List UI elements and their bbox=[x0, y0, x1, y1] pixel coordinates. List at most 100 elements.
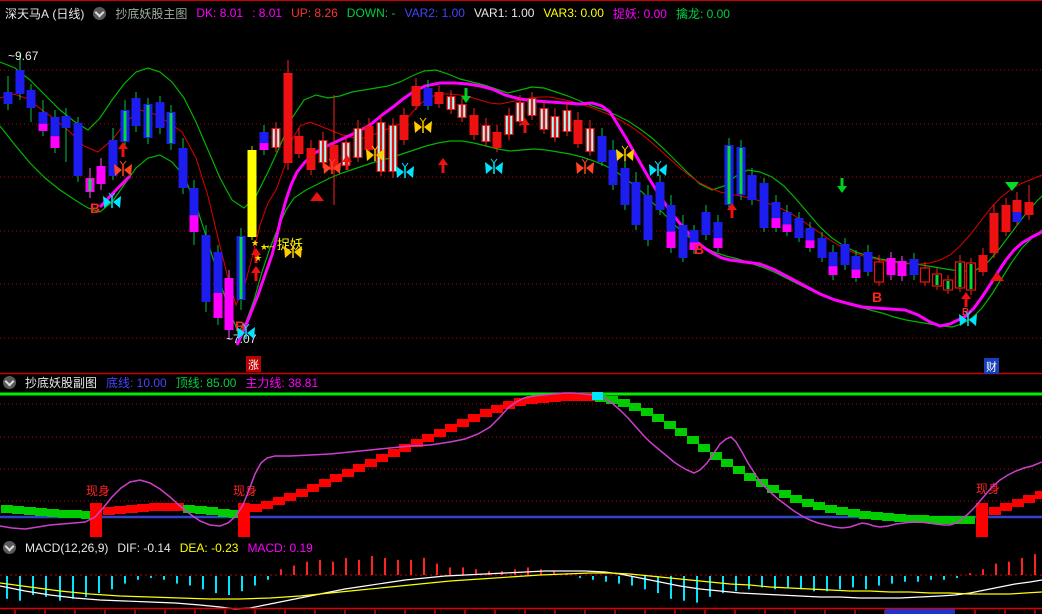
macd-bar bbox=[241, 576, 243, 592]
chart-annotation: ~9.67 bbox=[8, 49, 39, 63]
macd-bar bbox=[163, 576, 165, 580]
trend-step bbox=[1, 505, 13, 513]
trend-step bbox=[183, 505, 195, 513]
macd-bar bbox=[45, 576, 47, 597]
macd-bar bbox=[254, 576, 256, 586]
trend-step bbox=[296, 489, 308, 497]
up-arrow-icon bbox=[251, 266, 261, 281]
collapse-icon[interactable] bbox=[3, 541, 16, 554]
trend-step bbox=[468, 414, 480, 422]
trend-step bbox=[733, 466, 745, 474]
macd-bar bbox=[111, 576, 113, 590]
macd-bar bbox=[540, 569, 542, 575]
butterfly-icon bbox=[237, 323, 255, 339]
macd-bar bbox=[98, 576, 100, 594]
butterfly-icon bbox=[366, 145, 384, 161]
buy-point-label: B bbox=[235, 318, 245, 334]
trend-step bbox=[629, 403, 641, 411]
butterfly-icon bbox=[323, 158, 341, 174]
trend-step bbox=[802, 499, 814, 507]
topline-value: 顶线: 85.00 bbox=[175, 376, 237, 390]
trend-step bbox=[376, 454, 388, 462]
buy-point-label: B bbox=[872, 289, 882, 305]
macd-bar bbox=[553, 571, 555, 575]
xianshen-signal-label: 现身 bbox=[233, 483, 257, 498]
macd-bar bbox=[189, 576, 191, 586]
main-force-line bbox=[235, 81, 1042, 346]
macd-bar bbox=[618, 576, 620, 584]
macd-bar bbox=[774, 576, 776, 590]
macd-bar bbox=[202, 576, 204, 590]
sub-force-line bbox=[0, 392, 1042, 530]
macd-bar bbox=[19, 576, 21, 601]
dea-value: DEA: -0.23 bbox=[179, 540, 239, 555]
dif-line bbox=[0, 570, 1042, 610]
macd-bar bbox=[696, 576, 698, 603]
star-icon: ★ bbox=[260, 242, 268, 252]
macd-bar bbox=[85, 576, 87, 597]
trend-step bbox=[353, 464, 365, 472]
collapse-icon[interactable] bbox=[93, 6, 107, 20]
macd-bar bbox=[735, 576, 737, 592]
buy-point-label: B bbox=[694, 241, 704, 257]
up-arrow-icon bbox=[251, 248, 261, 263]
trend-step bbox=[537, 395, 549, 403]
macd-bar bbox=[124, 576, 126, 584]
trend-step bbox=[698, 444, 710, 452]
candles-layer[interactable] bbox=[3, 53, 1034, 340]
up-value: UP: 8.26 bbox=[291, 6, 338, 20]
zhuoyao-value: 捉妖: 0.00 bbox=[612, 6, 667, 21]
macd-bar bbox=[878, 576, 880, 586]
seal-stamp: 涨 bbox=[246, 356, 261, 372]
down-arrow-icon bbox=[837, 178, 847, 193]
macd-bar bbox=[826, 576, 828, 592]
macd-bar bbox=[982, 569, 984, 575]
macd-bar bbox=[176, 576, 178, 584]
macd-bar bbox=[956, 576, 958, 578]
macd-indicator-name: MACD(12,26,9) bbox=[25, 540, 109, 555]
macd-indicator-bar: MACD(12,26,9) DIF: -0.14 DEA: -0.23 MACD… bbox=[0, 539, 1042, 556]
dif-value: DIF: -0.14 bbox=[117, 540, 171, 555]
trend-step bbox=[928, 516, 940, 524]
trend-step bbox=[790, 495, 802, 503]
trend-step bbox=[779, 490, 791, 498]
svg-text:财: 财 bbox=[986, 360, 997, 374]
trend-step bbox=[917, 515, 929, 523]
macd-bar bbox=[228, 576, 230, 595]
trend-step bbox=[848, 509, 860, 517]
top-indicator-bar: 深天马А (日线) 抄底妖股主图 DK: 8.01 : 8.01 UP: 8.2… bbox=[0, 0, 1042, 25]
macd-bar bbox=[59, 576, 61, 601]
down-value: DOWN: - bbox=[346, 6, 396, 20]
trend-step bbox=[572, 393, 584, 401]
red-ma-line bbox=[0, 93, 1042, 307]
trend-step bbox=[319, 479, 331, 487]
collapse-icon[interactable] bbox=[3, 376, 16, 389]
trend-step bbox=[664, 421, 676, 429]
macd-value: MACD: 0.19 bbox=[247, 540, 313, 555]
trend-step bbox=[273, 497, 285, 505]
trend-step bbox=[514, 398, 526, 406]
butterfly-icon bbox=[649, 160, 667, 176]
trend-step bbox=[160, 503, 172, 511]
sell-triangle-icon bbox=[1005, 182, 1019, 191]
macd-bar bbox=[475, 569, 477, 575]
macd-bar bbox=[410, 559, 412, 575]
trend-step bbox=[813, 502, 825, 510]
macd-bar bbox=[748, 576, 750, 590]
mainline-value: 主力线: 38.81 bbox=[245, 376, 319, 390]
seal-stamp: 财 bbox=[984, 358, 999, 374]
trend-step bbox=[399, 444, 411, 452]
macd-bar bbox=[800, 576, 802, 590]
macd-bar bbox=[592, 576, 594, 580]
macd-bar bbox=[852, 576, 854, 588]
macd-bar bbox=[1021, 557, 1023, 575]
peak-marker bbox=[592, 392, 603, 400]
macd-bar bbox=[215, 576, 217, 594]
macd-bar bbox=[1008, 561, 1010, 575]
trend-step bbox=[989, 507, 1001, 515]
trend-step bbox=[195, 506, 207, 514]
butterfly-icon bbox=[616, 145, 634, 161]
trend-step bbox=[47, 509, 59, 517]
up-arrow-icon bbox=[438, 158, 448, 173]
